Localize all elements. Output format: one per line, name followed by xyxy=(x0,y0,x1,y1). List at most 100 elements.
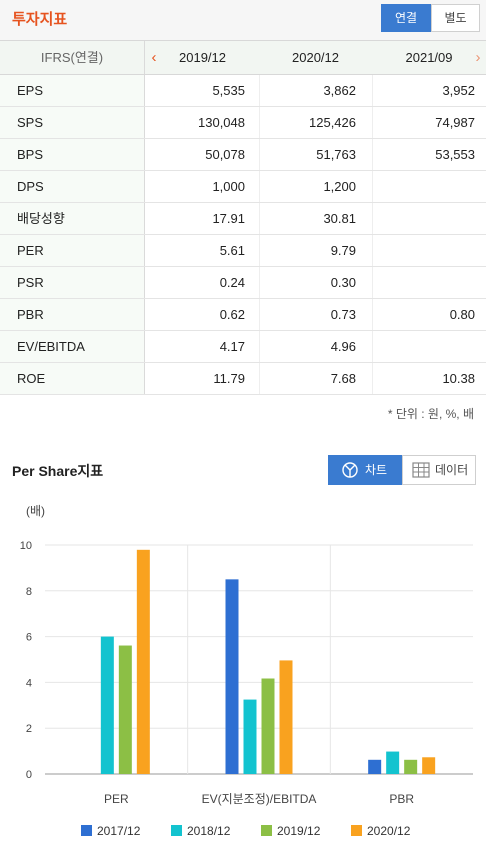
data-view-button[interactable]: 데이터 xyxy=(402,455,476,485)
column-divider xyxy=(259,203,260,234)
column-divider xyxy=(372,171,373,202)
column-divider xyxy=(372,107,373,138)
table-row: BPS 50,078 51,763 53,553 xyxy=(0,139,486,171)
cell-value: 3,862 xyxy=(323,83,356,98)
legend-label: 2017/12 xyxy=(97,824,141,838)
cell-value: 11.79 xyxy=(213,371,245,386)
section-header: 투자지표 연결 별도 xyxy=(0,0,486,40)
cell-value xyxy=(372,171,486,202)
cell-value: 130,048 xyxy=(198,115,245,130)
y-tick-label: 10 xyxy=(20,540,32,552)
bar-2018-12 xyxy=(386,751,400,774)
row-label: EV/EBITDA xyxy=(0,331,145,362)
bar-2019-12 xyxy=(261,678,275,774)
grid-table-icon xyxy=(412,462,430,478)
bar-2017-12 xyxy=(368,759,382,774)
table-row: PER 5.61 9.79 xyxy=(0,235,486,267)
row-label: EPS xyxy=(0,75,145,106)
table-row: SPS 130,048 125,426 74,987 xyxy=(0,107,486,139)
cell-value: 3,952 xyxy=(442,83,475,98)
column-divider xyxy=(372,203,373,234)
cell-value xyxy=(372,203,486,234)
unit-note: * 단위 : 원, %, 배 xyxy=(387,407,474,421)
row-label: PBR xyxy=(0,299,145,330)
cell-value: 0.24 xyxy=(219,275,245,290)
cell-value xyxy=(372,331,486,362)
column-divider xyxy=(372,363,373,394)
column-divider xyxy=(259,299,260,330)
cell-value: 125,426 xyxy=(309,115,356,130)
cell-value: 4.96 xyxy=(330,339,356,354)
table-row: DPS 1,000 1,200 xyxy=(0,171,486,203)
toggle-separate[interactable]: 별도 xyxy=(431,4,480,32)
column-divider xyxy=(259,139,260,170)
row-label: DPS xyxy=(0,171,145,202)
cell-value: 30.81 xyxy=(323,211,356,226)
column-header: 2021/09 xyxy=(405,50,453,65)
legend-label: 2020/12 xyxy=(367,824,411,838)
bar-2017-12 xyxy=(225,579,239,774)
column-divider xyxy=(259,235,260,266)
table-row: PSR 0.24 0.30 xyxy=(0,267,486,299)
x-category-label: PBR xyxy=(389,792,414,806)
chart-view-button[interactable]: 차트 xyxy=(328,455,402,485)
column-divider xyxy=(259,171,260,202)
legend-label: 2018/12 xyxy=(187,824,231,838)
column-divider xyxy=(372,139,373,170)
cell-value: 1,000 xyxy=(212,179,245,194)
bar-2019-12 xyxy=(404,759,418,774)
legend-label: 2019/12 xyxy=(277,824,321,838)
column-divider xyxy=(372,299,373,330)
chart-legend: 2017/12 2018/12 2019/12 2020/12 xyxy=(0,822,486,840)
row-label: PSR xyxy=(0,267,145,298)
column-header: 2019/12 xyxy=(179,50,226,65)
column-divider xyxy=(259,363,260,394)
pie-chart-icon xyxy=(342,462,358,478)
cell-value: 0.30 xyxy=(330,275,356,290)
y-tick-label: 6 xyxy=(26,632,32,644)
toggle-consolidated[interactable]: 연결 xyxy=(381,4,431,32)
cell-value: 1,200 xyxy=(323,179,356,194)
basis-label: IFRS(연결) xyxy=(0,41,145,74)
legend-swatch xyxy=(171,825,182,836)
row-label: 배당성향 xyxy=(0,203,145,234)
chart-button-label: 차트 xyxy=(365,463,388,477)
cell-value: 10.38 xyxy=(442,371,475,386)
y-tick-label: 8 xyxy=(26,586,32,598)
row-label: SPS xyxy=(0,107,145,138)
cell-value xyxy=(372,267,486,298)
cell-value: 7.68 xyxy=(330,371,356,386)
prev-period-arrow-icon[interactable]: ‹ xyxy=(151,49,157,66)
next-period-arrow-icon[interactable]: › xyxy=(475,49,481,66)
column-divider xyxy=(372,75,373,106)
cell-value: 51,763 xyxy=(316,147,356,162)
cell-value: 0.73 xyxy=(330,307,356,322)
y-tick-label: 0 xyxy=(26,769,32,781)
cell-value: 74,987 xyxy=(435,115,475,130)
cell-value xyxy=(372,235,486,266)
table-row: EPS 5,535 3,862 3,952 xyxy=(0,75,486,107)
bar-2018-12 xyxy=(243,699,257,774)
y-tick-label: 2 xyxy=(26,723,32,735)
bar-2020-12 xyxy=(422,757,436,774)
cell-value: 9.79 xyxy=(330,243,356,258)
row-label: ROE xyxy=(0,363,145,394)
table-row: 배당성향 17.91 30.81 xyxy=(0,203,486,235)
column-divider xyxy=(259,75,260,106)
cell-value: 50,078 xyxy=(205,147,245,162)
column-divider xyxy=(259,107,260,138)
column-divider xyxy=(372,267,373,298)
row-label: BPS xyxy=(0,139,145,170)
bar-2018-12 xyxy=(100,636,114,774)
column-divider xyxy=(259,267,260,298)
legend-swatch xyxy=(81,825,92,836)
data-button-label: 데이터 xyxy=(435,463,469,477)
bar-2019-12 xyxy=(118,645,132,774)
table-row: PBR 0.62 0.73 0.80 xyxy=(0,299,486,331)
column-divider xyxy=(372,331,373,362)
cell-value: 17.91 xyxy=(212,211,245,226)
cell-value: 5.61 xyxy=(219,243,245,258)
column-divider xyxy=(372,235,373,266)
cell-value: 5,535 xyxy=(212,83,245,98)
column-divider xyxy=(259,331,260,362)
